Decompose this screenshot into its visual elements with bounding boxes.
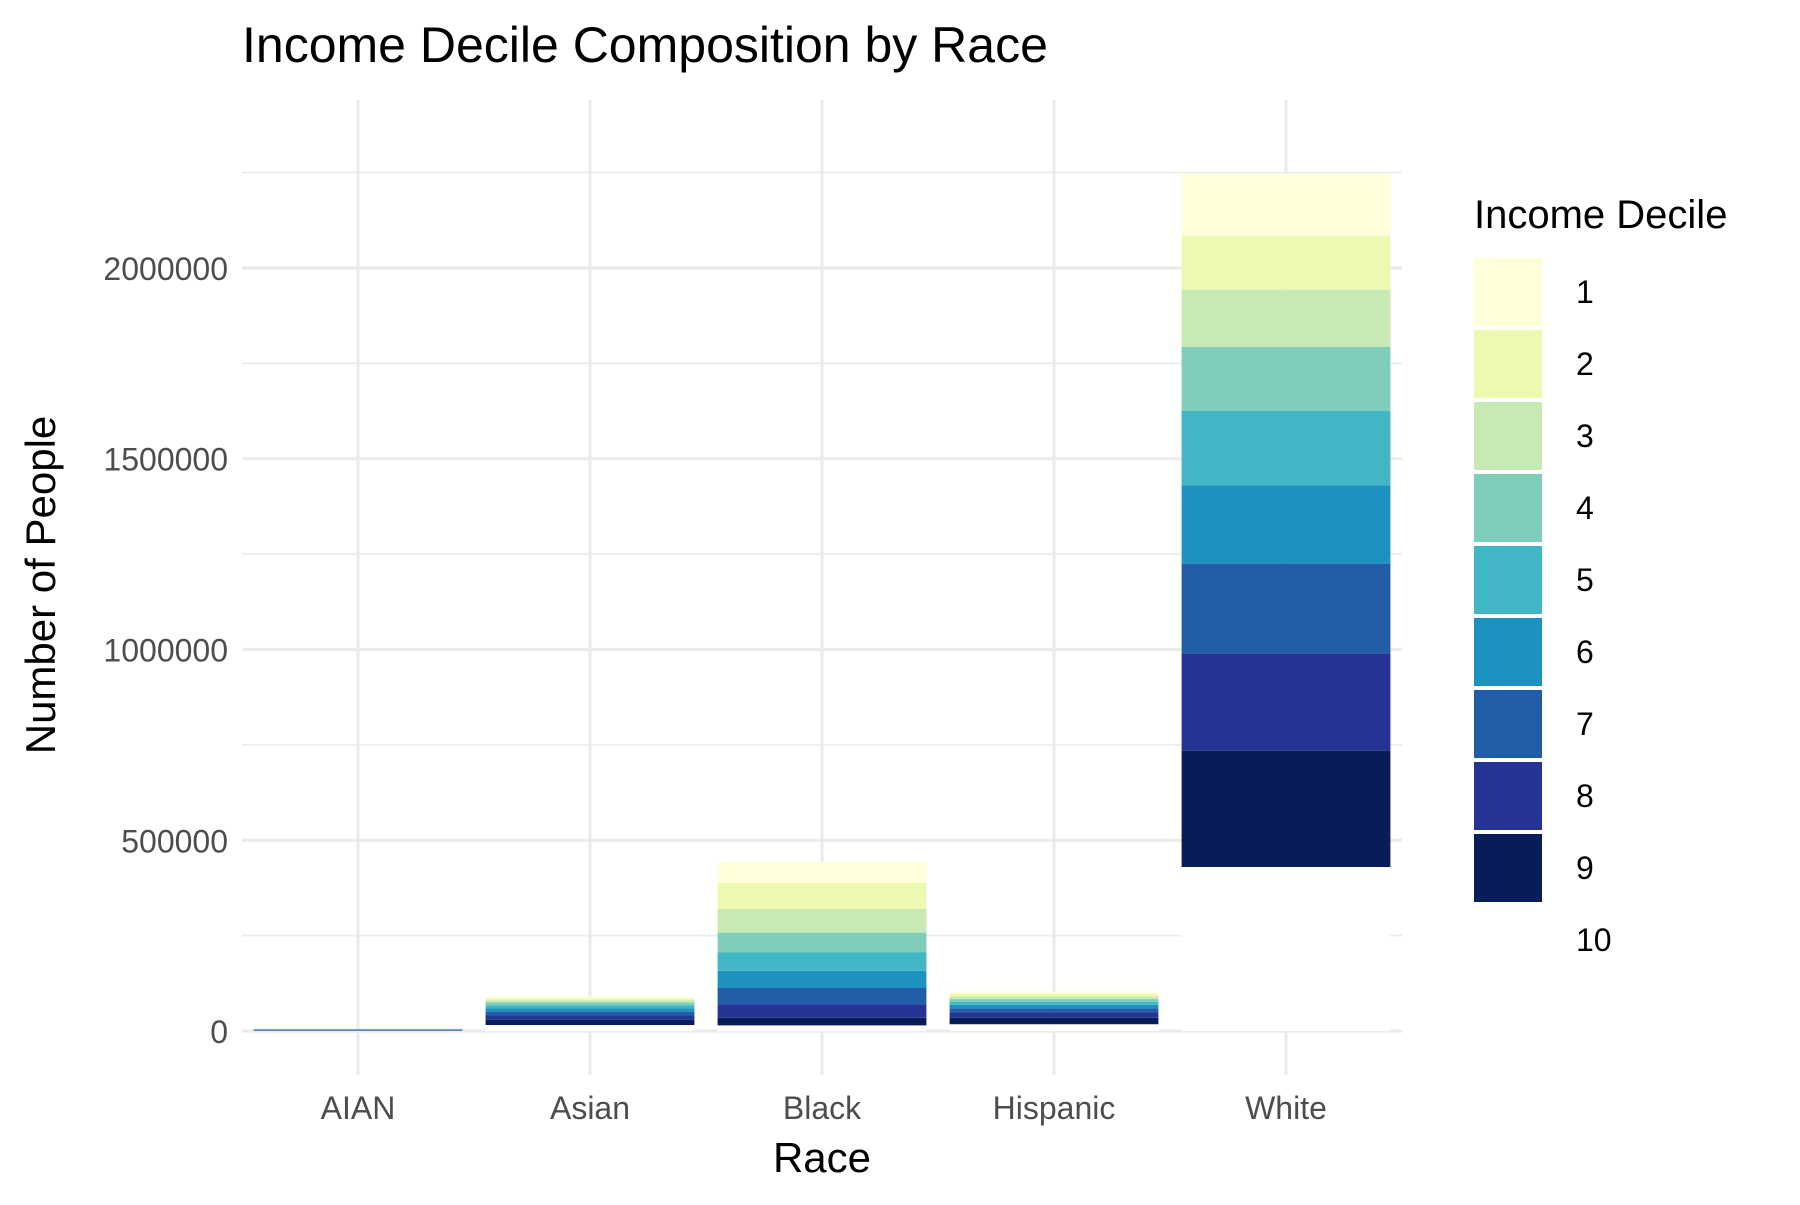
y-tick-label: 500000 [121, 823, 228, 859]
legend-label-9: 9 [1576, 850, 1594, 886]
bar-segment-hispanic-decile-2 [950, 994, 1159, 997]
bar-segment-black-decile-9 [718, 1018, 927, 1026]
y-tick-label: 2000000 [103, 251, 228, 287]
x-tick-label: Asian [550, 1090, 630, 1126]
legend-swatch-4 [1474, 474, 1542, 542]
bar-segment-white-decile-7 [1182, 564, 1391, 654]
bar-segment-white-decile-10 [1182, 867, 1391, 1031]
bar-segment-white-decile-8 [1182, 653, 1391, 750]
bar-segment-hispanic-decile-4 [950, 999, 1159, 1002]
bar-segment-white-decile-5 [1182, 411, 1391, 485]
x-tick-label: AIAN [321, 1090, 396, 1126]
legend-label-6: 6 [1576, 634, 1594, 670]
x-axis-label: Race [773, 1134, 871, 1181]
bar-segment-black-decile-10 [718, 1025, 927, 1031]
bar-segment-white-decile-2 [1182, 236, 1391, 289]
bar-segment-hispanic-decile-1 [950, 991, 1159, 993]
bar-segment-hispanic-decile-9 [950, 1018, 1159, 1024]
bar-segment-white-decile-3 [1182, 290, 1391, 347]
legend-swatch-6 [1474, 618, 1542, 686]
bar-segment-asian-decile-5 [486, 1005, 695, 1008]
bar-segment-hispanic-decile-7 [950, 1008, 1159, 1012]
legend-swatch-2 [1474, 330, 1542, 398]
bar-segment-white-decile-1 [1182, 173, 1391, 236]
legend-swatch-9 [1474, 834, 1542, 902]
legend-swatch-5 [1474, 546, 1542, 614]
legend-swatch-3 [1474, 402, 1542, 470]
bar-segment-black-decile-8 [718, 1004, 927, 1017]
x-tick-label: Hispanic [993, 1090, 1116, 1126]
legend-label-4: 4 [1576, 490, 1594, 526]
legend-swatch-1 [1474, 258, 1542, 326]
y-tick-label: 1000000 [103, 633, 228, 669]
bar-segment-hispanic-decile-3 [950, 996, 1159, 999]
bar-segment-asian-decile-2 [486, 998, 695, 1000]
legend-label-7: 7 [1576, 706, 1594, 742]
bar-segment-black-decile-6 [718, 971, 927, 988]
y-tick-label: 0 [210, 1014, 228, 1050]
chart-title: Income Decile Composition by Race [242, 17, 1048, 73]
legend-title: Income Decile [1474, 193, 1727, 237]
bar-segment-black-decile-3 [718, 909, 927, 933]
legend-label-5: 5 [1576, 562, 1594, 598]
bar-segment-asian-decile-3 [486, 1000, 695, 1002]
x-tick-label: Black [783, 1090, 862, 1126]
bar-segment-hispanic-decile-10 [950, 1024, 1159, 1031]
legend-swatch-10 [1474, 906, 1542, 974]
bar-segment-black-decile-2 [718, 883, 927, 909]
x-tick-label: White [1245, 1090, 1327, 1126]
bar-segment-black-decile-4 [718, 933, 927, 953]
legend-label-1: 1 [1576, 274, 1594, 310]
legend-label-10: 10 [1576, 922, 1612, 958]
bar-segment-black-decile-7 [718, 988, 927, 1004]
legend-label-3: 3 [1576, 418, 1594, 454]
bar-segment-asian-decile-10 [486, 1025, 695, 1031]
y-tick-label: 1500000 [103, 442, 228, 478]
legend-label-8: 8 [1576, 778, 1594, 814]
bar-segment-white-decile-9 [1182, 751, 1391, 867]
bar-segment-asian-decile-1 [486, 996, 695, 998]
bar-segment-asian-decile-7 [486, 1012, 695, 1016]
bar-segment-white-decile-4 [1182, 347, 1391, 411]
bar-segment-hispanic-decile-6 [950, 1005, 1159, 1008]
legend-label-2: 2 [1576, 346, 1594, 382]
bar-segment-hispanic-decile-5 [950, 1002, 1159, 1005]
bar-segment-asian-decile-8 [486, 1015, 695, 1019]
bar-segment-hispanic-decile-8 [950, 1012, 1159, 1017]
bar-segment-asian-decile-9 [486, 1020, 695, 1025]
bar-segment-asian-decile-6 [486, 1008, 695, 1011]
bar-segment-black-decile-1 [718, 862, 927, 883]
y-axis-label: Number of People [17, 416, 64, 755]
bar-segment-asian-decile-4 [486, 1002, 695, 1005]
legend-swatch-7 [1474, 690, 1542, 758]
legend-swatch-8 [1474, 762, 1542, 830]
bar-segment-white-decile-6 [1182, 485, 1391, 563]
bar-segment-black-decile-5 [718, 953, 927, 971]
